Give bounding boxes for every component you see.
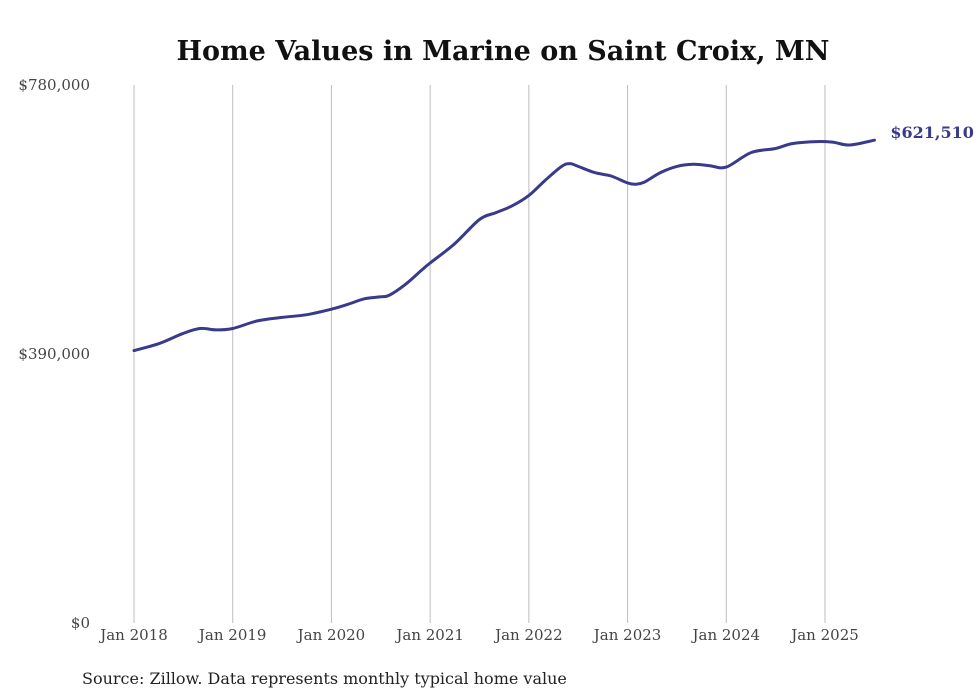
chart-title: Home Values in Marine on Saint Croix, MN xyxy=(177,36,830,67)
x-tick-label: Jan 2024 xyxy=(691,626,761,644)
x-tick-label: Jan 2025 xyxy=(789,626,859,644)
y-tick-label: $390,000 xyxy=(18,345,90,363)
source-note: Source: Zillow. Data represents monthly … xyxy=(82,669,567,688)
home-value-line xyxy=(132,138,876,353)
y-tick-label: $780,000 xyxy=(18,76,90,94)
y-tick-label: $0 xyxy=(71,614,90,632)
x-tick-label: Jan 2020 xyxy=(296,626,366,644)
x-tick-label: Jan 2021 xyxy=(394,626,464,644)
x-tick-label: Jan 2023 xyxy=(592,626,662,644)
x-axis-ticks: Jan 2018 Jan 2019 Jan 2020 Jan 2021 Jan 2022… xyxy=(98,626,859,644)
x-tick-label: Jan 2022 xyxy=(493,626,563,644)
y-axis-ticks: $0 $390,000 $780,000 xyxy=(18,76,90,632)
gridlines xyxy=(133,85,826,623)
x-tick-label: Jan 2018 xyxy=(98,626,168,644)
x-tick-label: Jan 2019 xyxy=(197,626,267,644)
latest-value-label: $621,510 xyxy=(890,123,974,142)
